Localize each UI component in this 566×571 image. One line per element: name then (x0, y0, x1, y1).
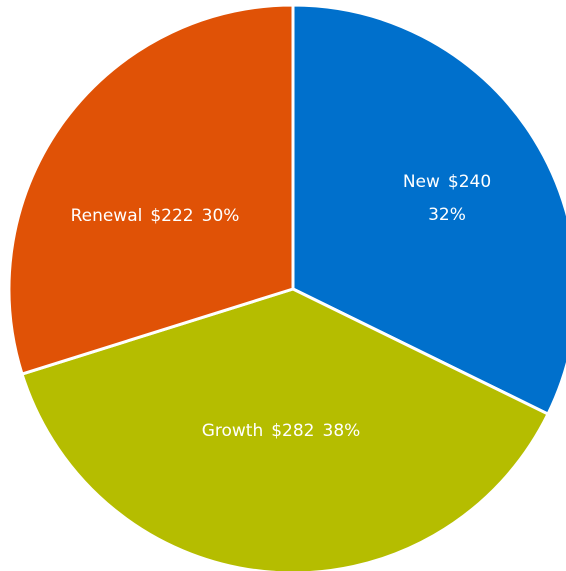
slice-label: New $240 32% (403, 172, 491, 225)
value-label: $240 (448, 172, 491, 192)
slice-label: Growth $282 38% (202, 421, 361, 441)
slice-label: Renewal $222 30% (71, 206, 240, 226)
pie-slice (7, 3, 295, 376)
pie-slice (20, 287, 550, 571)
value-label: $282 (271, 421, 314, 441)
category-label: New (403, 172, 440, 192)
value-label: $222 (150, 206, 193, 226)
percent-label: 38% (323, 421, 361, 441)
category-label: Growth (202, 421, 264, 441)
category-label: Renewal (71, 206, 143, 226)
percent-label: 32% (428, 205, 466, 225)
pie-slice (291, 3, 566, 416)
percent-label: 30% (202, 206, 240, 226)
